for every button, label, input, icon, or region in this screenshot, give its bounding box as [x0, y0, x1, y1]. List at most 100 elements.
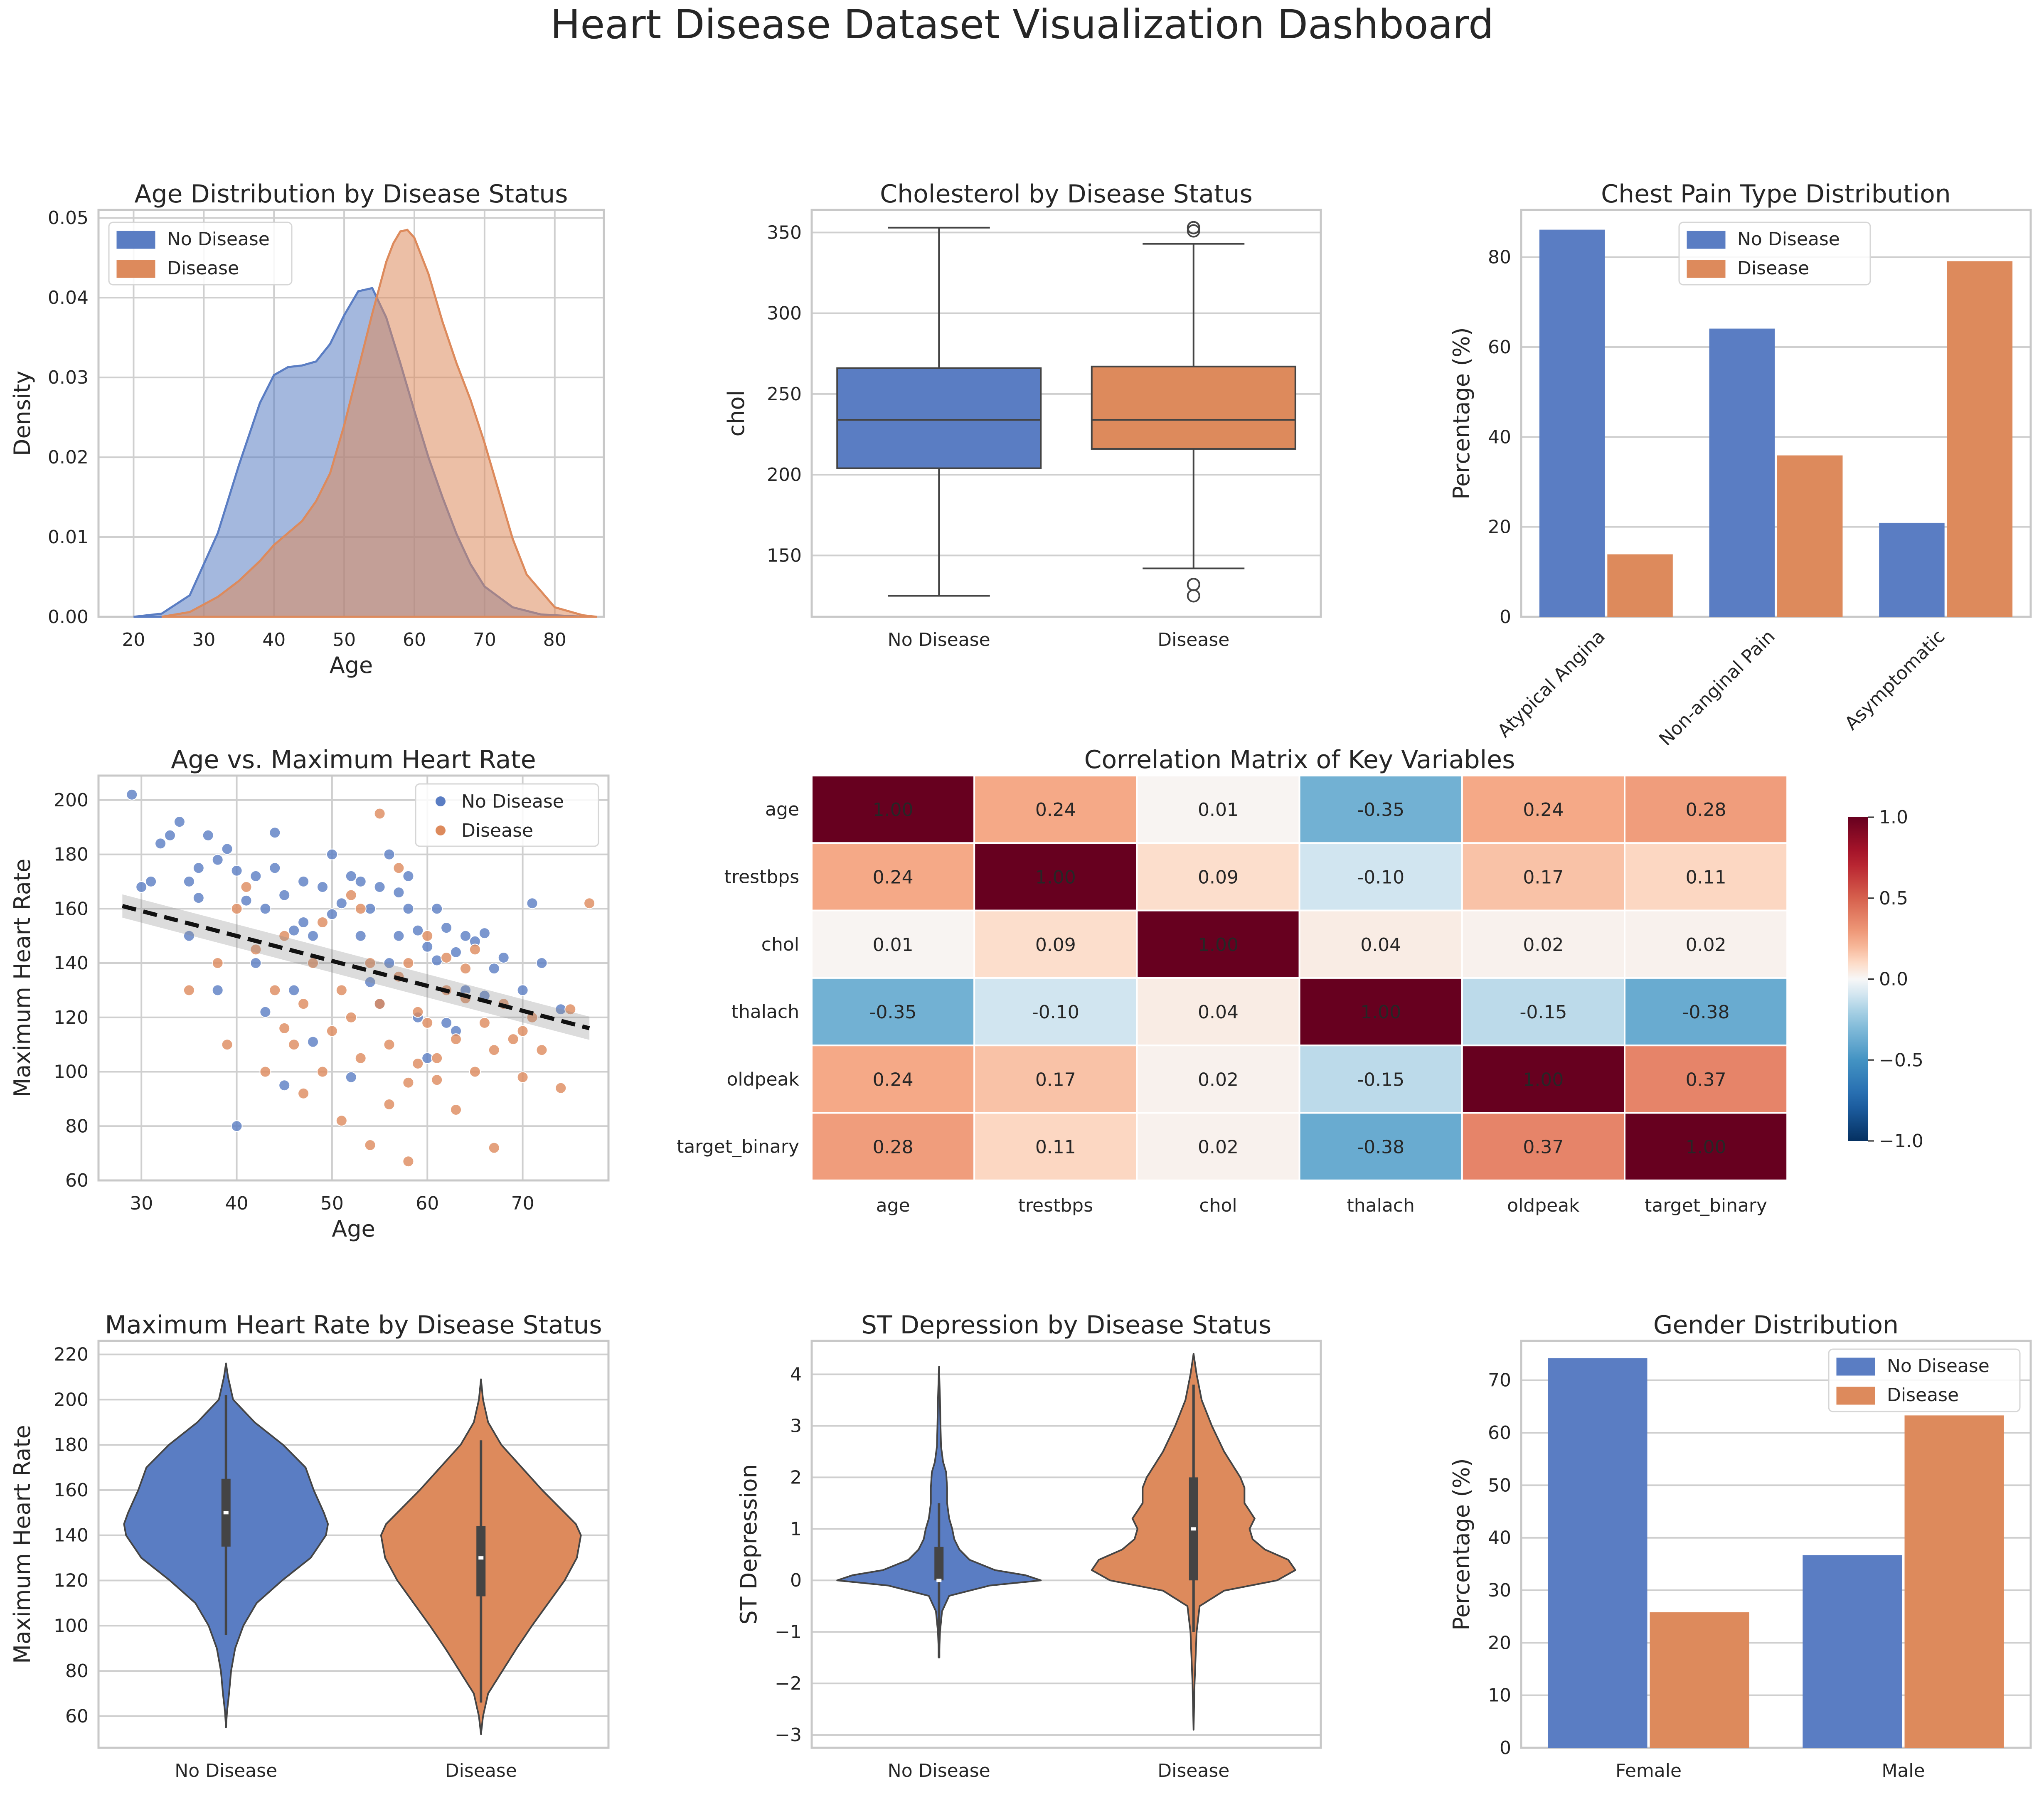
scatter-point-disease: [364, 1139, 376, 1151]
scatter-point-no-disease: [355, 875, 367, 887]
plot-frame: [1520, 209, 2032, 618]
heatmap-cell-label: 0.37: [1523, 1137, 1564, 1158]
y-tick-label: 300: [767, 303, 802, 324]
heatmap-cell-label: 0.04: [1198, 1002, 1239, 1023]
scatter-point-disease: [250, 944, 262, 956]
scatter-point-no-disease: [393, 887, 405, 899]
plot-frame: [1520, 1340, 2032, 1749]
x-tick-label: No Disease: [888, 1760, 990, 1781]
y-tick-label: 120: [54, 1570, 89, 1592]
legend-label: No Disease: [1737, 229, 1840, 250]
bar-no-disease: [1539, 229, 1605, 617]
scatter-point-disease: [317, 1066, 328, 1078]
heatmap-cell: [1298, 775, 1463, 844]
heatmap-cell: [1136, 909, 1300, 979]
scatter-point-disease: [421, 1017, 433, 1029]
y-tick-label: 120: [54, 1007, 89, 1028]
legend-label: No Disease: [167, 229, 270, 250]
violin-iqr: [476, 1526, 486, 1596]
x-tick-label: Asymptomatic: [1841, 626, 1949, 734]
y-tick-label: 10: [1488, 1685, 1511, 1706]
scatter-point-disease: [450, 1033, 462, 1045]
scatter-point-no-disease: [402, 870, 414, 882]
bar-disease: [1947, 261, 2013, 617]
scatter-point-disease: [469, 944, 481, 956]
heatmap-cell-label: 0.11: [1686, 867, 1726, 888]
heatmap-cell-label: 0.09: [1198, 867, 1239, 888]
scatter-point-disease: [412, 1006, 424, 1018]
y-tick-label: 30: [1488, 1580, 1511, 1601]
scatter-point-no-disease: [393, 930, 405, 942]
scatter-point-no-disease: [231, 1120, 243, 1132]
scatter-point-no-disease: [288, 984, 300, 996]
bar-disease: [1607, 554, 1673, 617]
scatter-point-no-disease: [183, 875, 195, 887]
column-label: thalach: [1347, 1195, 1415, 1216]
legend-label: No Disease: [1887, 1355, 1990, 1377]
heatmap-cell-label: -0.38: [1682, 1002, 1730, 1023]
bar-no-disease: [1548, 1358, 1648, 1748]
legend-swatch: [1687, 260, 1726, 278]
y-axis-label: Maximum Heart Rate: [9, 1425, 35, 1664]
scatter-point-no-disease: [307, 930, 319, 942]
scatter-point-no-disease: [335, 897, 347, 909]
heatmap-cell-label: -0.15: [1519, 1002, 1567, 1023]
legend-swatch: [1687, 231, 1726, 249]
scatter-point-no-disease: [326, 908, 338, 920]
row-label: chol: [761, 934, 799, 955]
y-tick-label: 350: [767, 222, 802, 243]
x-tick-label: No Disease: [888, 629, 990, 650]
chart-st-depression-violin: −3 −2 −1 0 1 2 3 4 No Disease Disease ST Depressio…: [736, 1311, 1322, 1781]
heatmap-cell-label: 1.00: [1035, 867, 1076, 888]
heatmap-cell: [811, 842, 975, 912]
y-tick-label: 0.04: [48, 287, 89, 308]
y-tick-label: 200: [767, 464, 802, 485]
scatter-point-disease: [288, 1039, 300, 1051]
column-label: target_binary: [1645, 1195, 1767, 1216]
scatter-point-disease: [345, 1011, 357, 1023]
scatter-point-disease: [555, 1082, 567, 1094]
scatter-point-disease: [517, 1071, 529, 1083]
y-tick-label: 180: [54, 844, 89, 865]
legend-marker: [436, 796, 446, 806]
legend-swatch: [1836, 1357, 1875, 1376]
y-tick-label: −1: [775, 1621, 802, 1643]
scatter-point-disease: [269, 984, 281, 996]
y-tick-label: 220: [54, 1344, 89, 1365]
y-axis-label: chol: [723, 390, 749, 437]
colorbar-tick-label: 1.0: [1879, 807, 1908, 828]
chart-title: Maximum Heart Rate by Disease Status: [105, 1311, 602, 1340]
scatter-point-no-disease: [126, 788, 138, 801]
scatter-point-no-disease: [450, 946, 462, 958]
scatter-point-no-disease: [278, 1079, 291, 1091]
scatter-point-no-disease: [355, 930, 367, 942]
scatter-point-no-disease: [298, 916, 310, 928]
chart-gender-distribution: 0 10 20 30 40 50 60 70 Female Male Percentage (%) N…: [1448, 1340, 2032, 1781]
scatter-point-disease: [584, 897, 596, 909]
scatter-point-no-disease: [202, 829, 214, 841]
bar-disease: [1650, 1612, 1749, 1748]
y-tick-label: 70: [1488, 1370, 1511, 1391]
scatter-point-disease: [478, 1017, 490, 1029]
heatmap-cell: [1624, 909, 1788, 979]
heatmap-cell: [973, 1112, 1138, 1181]
colorbar-tick-label: −0.5: [1879, 1050, 1923, 1071]
scatter-point-disease: [364, 957, 376, 969]
y-tick-label: 200: [54, 1389, 89, 1410]
heatmap-cell: [1461, 977, 1626, 1047]
colorbar: [1848, 817, 1868, 1141]
heatmap-cell: [973, 775, 1138, 844]
chart-title: ST Depression by Disease Status: [861, 1311, 1271, 1340]
colorbar-tick-label: 0.5: [1879, 888, 1908, 909]
bar-no-disease: [1803, 1555, 1902, 1748]
bar-no-disease: [1709, 328, 1775, 617]
heatmap-cell: [1624, 977, 1788, 1047]
scatter-point-no-disease: [259, 1006, 271, 1018]
heatmap-cell-label: 0.02: [1198, 1069, 1239, 1090]
scatter-point-no-disease: [431, 954, 443, 966]
scatter-point-no-disease: [164, 829, 176, 841]
scatter-point-no-disease: [250, 957, 262, 969]
dashboard-title: Heart Disease Dataset Visualization Dash…: [550, 1, 1494, 48]
scatter-point-no-disease: [326, 848, 338, 860]
chart-chest-pain: 0 20 40 60 80 Atypical Angina Non-anginal Pain…: [1448, 209, 2032, 750]
